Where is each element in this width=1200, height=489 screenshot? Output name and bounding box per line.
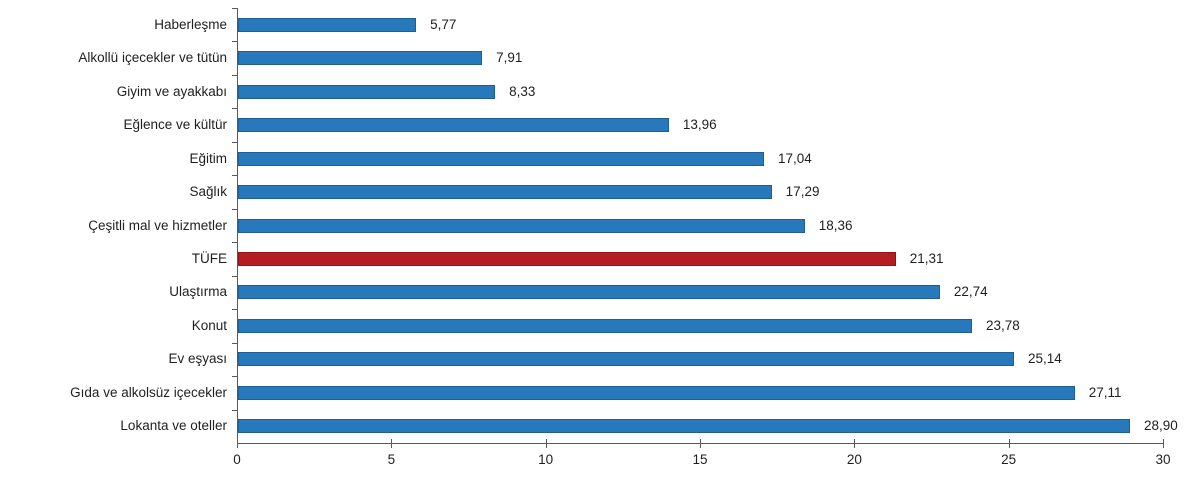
value-label: 23,78 xyxy=(986,317,1020,333)
category-label: Haberleşme xyxy=(154,16,227,32)
value-label: 27,11 xyxy=(1088,384,1122,400)
value-label: 8,33 xyxy=(509,83,536,99)
y-axis-tick xyxy=(232,175,237,177)
category-label: Eğitim xyxy=(189,150,227,166)
category-label: Çeşitli mal ve hizmetler xyxy=(88,217,227,233)
category-label: Ev eşyası xyxy=(168,351,227,367)
bar xyxy=(238,51,483,66)
x-tick-label: 15 xyxy=(692,452,708,467)
x-axis-tick xyxy=(391,439,393,448)
y-axis-tick xyxy=(232,342,237,344)
value-label: 22,74 xyxy=(953,284,988,300)
y-axis-tick xyxy=(232,376,237,378)
value-label: 28,90 xyxy=(1144,418,1178,434)
y-axis-tick xyxy=(232,309,237,311)
y-axis-line xyxy=(237,8,238,443)
bar xyxy=(238,185,772,200)
y-axis-tick xyxy=(232,108,237,110)
bar xyxy=(238,318,972,333)
x-tick-label: 10 xyxy=(538,452,554,467)
x-tick-label: 20 xyxy=(846,452,862,467)
value-label: 5,77 xyxy=(430,16,457,32)
value-label: 17,29 xyxy=(785,184,820,200)
value-label: 21,31 xyxy=(909,250,944,266)
bar xyxy=(238,419,1131,434)
x-axis-tick xyxy=(700,439,701,448)
y-axis-tick xyxy=(232,41,237,43)
x-axis-tick xyxy=(1163,439,1164,448)
value-label: 25,14 xyxy=(1027,351,1062,367)
category-label: Ulaştırma xyxy=(169,284,227,300)
bar xyxy=(238,352,1014,367)
category-label: Gıda ve alkolsüz içecekler xyxy=(70,384,227,400)
bar xyxy=(238,84,496,99)
bar-highlight xyxy=(238,251,896,266)
x-tick-label: 5 xyxy=(387,452,396,467)
value-label: 18,36 xyxy=(818,217,853,233)
category-label: TÜFE xyxy=(191,250,227,266)
x-axis-tick xyxy=(545,439,547,448)
bar xyxy=(238,151,764,166)
x-tick-label: 0 xyxy=(233,452,241,467)
y-axis-tick xyxy=(232,275,237,277)
category-label: Eğlence ve kültür xyxy=(123,117,227,133)
y-axis-tick xyxy=(232,242,237,244)
x-tick-label: 30 xyxy=(1155,452,1171,467)
category-label: Sağlık xyxy=(189,184,227,200)
bar xyxy=(238,285,940,300)
x-axis-tick xyxy=(237,439,238,448)
category-label: Giyim ve ayakkabı xyxy=(116,83,227,99)
value-label: 7,91 xyxy=(496,50,523,66)
bar xyxy=(238,118,669,133)
category-label: Lokanta ve oteller xyxy=(120,418,227,434)
category-label: Alkollü içecekler ve tütün xyxy=(78,50,227,66)
y-axis-tick xyxy=(232,208,237,210)
x-axis-tick xyxy=(854,439,856,448)
x-axis-tick xyxy=(1008,439,1010,448)
y-axis-tick xyxy=(232,74,237,76)
category-label: Konut xyxy=(191,317,227,333)
bar xyxy=(238,385,1075,400)
y-axis-tick xyxy=(232,8,237,9)
bar xyxy=(238,218,805,233)
y-axis-tick xyxy=(232,409,237,411)
bar xyxy=(238,17,417,32)
value-label: 17,04 xyxy=(777,150,812,166)
x-tick-label: 25 xyxy=(1001,452,1017,467)
y-axis-tick xyxy=(232,141,237,143)
value-label: 13,96 xyxy=(682,117,717,133)
